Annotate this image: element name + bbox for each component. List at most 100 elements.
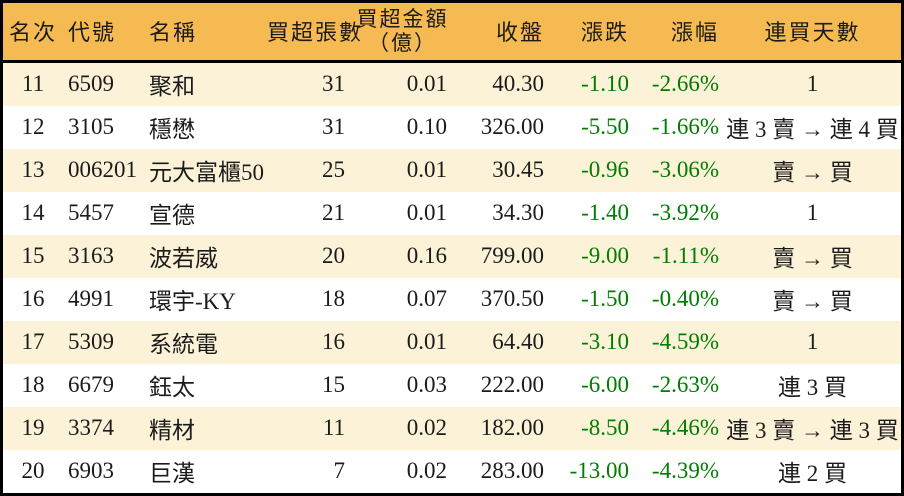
cell-change: -13.00 (569, 458, 629, 484)
cell-volume: 31 (322, 71, 345, 97)
column-header-change: 漲跌 (549, 3, 634, 63)
cell-streak: 賣 → 買 (772, 289, 853, 315)
header-row: 名次 代號 名稱 買超張數 買超金額 （億） 收盤 漲跌 漲幅 連買天數 (3, 3, 901, 63)
cell-change: -8.50 (581, 415, 629, 441)
cell-change: -9.00 (581, 243, 629, 269)
cell-amount: 0.03 (406, 372, 447, 398)
cell-name: 系統電 (149, 332, 218, 358)
cell-volume: 21 (322, 200, 345, 226)
cell-change: -3.10 (581, 329, 629, 355)
cell-rank: 12 (21, 114, 45, 140)
cell-code: 4991 (68, 286, 114, 312)
cell-rank: 19 (21, 415, 45, 441)
cell-code: 3163 (68, 243, 114, 269)
cell-code: 5309 (68, 329, 114, 355)
cell-name: 鈺太 (149, 375, 195, 401)
cell-volume: 25 (322, 157, 345, 183)
cell-close: 34.30 (492, 200, 544, 226)
cell-change: -5.50 (581, 114, 629, 140)
cell-volume: 31 (322, 114, 345, 140)
cell-change: -1.40 (581, 200, 629, 226)
table-row: 16 4991 環宇-KY 18 0.07 370.50 -1.50 -0.40% 賣 → 買 (3, 277, 901, 321)
cell-pct: -3.92% (651, 200, 719, 226)
cell-close: 30.45 (492, 157, 544, 183)
cell-volume: 11 (322, 415, 345, 441)
cell-change: -0.96 (581, 157, 629, 183)
cell-streak: 1 (806, 200, 819, 226)
cell-amount: 0.01 (406, 329, 447, 355)
cell-name: 元大富櫃50 (149, 160, 264, 186)
cell-pct: -0.40% (651, 286, 719, 312)
cell-streak: 賣 → 買 (772, 246, 853, 272)
column-header-streak: 連買天數 (724, 3, 901, 63)
table-row: 14 5457 宣德 21 0.01 34.30 -1.40 -3.92% 1 (3, 191, 901, 235)
column-header-amount: 買超金額 （億） (351, 3, 453, 63)
cell-pct: -4.39% (651, 458, 719, 484)
table-row: 13 006201 元大富櫃50 25 0.01 30.45 -0.96 -3.06% 賣 → … (3, 148, 901, 192)
cell-volume: 18 (322, 286, 345, 312)
cell-pct: -2.66% (651, 71, 719, 97)
table-row: 11 6509 聚和 31 0.01 40.30 -1.10 -2.66% 1 (3, 61, 901, 106)
cell-name: 巨漢 (149, 461, 195, 487)
cell-code: 6903 (68, 458, 114, 484)
column-header-close: 收盤 (453, 3, 549, 63)
cell-rank: 13 (21, 157, 45, 183)
cell-close: 182.00 (480, 415, 544, 441)
cell-volume: 16 (322, 329, 345, 355)
cell-name: 精材 (149, 418, 195, 444)
cell-close: 283.00 (480, 458, 544, 484)
cell-name: 穩懋 (149, 117, 195, 143)
column-header-rank: 名次 (3, 3, 63, 63)
cell-name: 波若威 (149, 246, 218, 272)
column-header-pct: 漲幅 (634, 3, 724, 63)
cell-name: 宣德 (149, 203, 195, 229)
cell-code: 3105 (68, 114, 114, 140)
cell-streak: 連 3 買 (778, 375, 847, 401)
cell-pct: -1.66% (651, 114, 719, 140)
cell-amount: 0.02 (406, 415, 447, 441)
cell-volume: 20 (322, 243, 345, 269)
cell-close: 326.00 (480, 114, 544, 140)
cell-change: -1.50 (581, 286, 629, 312)
cell-streak: 1 (806, 71, 819, 97)
table-row: 20 6903 巨漢 7 0.02 283.00 -13.00 -4.39% 連 2 買 (3, 449, 901, 493)
cell-rank: 16 (21, 286, 45, 312)
cell-streak: 連 2 買 (778, 461, 847, 487)
cell-streak: 賣 → 買 (772, 160, 853, 186)
table-row: 12 3105 穩懋 31 0.10 326.00 -5.50 -1.66% 連 3 賣 → 連… (3, 105, 901, 149)
cell-rank: 17 (21, 329, 45, 355)
cell-pct: -2.63% (651, 372, 719, 398)
cell-amount: 0.07 (406, 286, 447, 312)
table-row: 17 5309 系統電 16 0.01 64.40 -3.10 -4.59% 1 (3, 320, 901, 364)
cell-rank: 15 (21, 243, 45, 269)
cell-streak: 1 (806, 329, 819, 355)
cell-amount: 0.01 (406, 157, 447, 183)
cell-volume: 15 (322, 372, 345, 398)
cell-close: 370.50 (480, 286, 544, 312)
cell-pct: -1.11% (652, 243, 719, 269)
cell-name: 環宇-KY (149, 289, 236, 315)
table-row: 19 3374 精材 11 0.02 182.00 -8.50 -4.46% 連 3 賣 → 連… (3, 406, 901, 450)
cell-change: -1.10 (581, 71, 629, 97)
cell-streak: 連 3 賣 → 連 4 買 (726, 117, 899, 143)
column-header-volume: 買超張數 (266, 3, 361, 63)
cell-amount: 0.10 (406, 114, 447, 140)
cell-code: 5457 (68, 200, 114, 226)
cell-pct: -4.46% (651, 415, 719, 441)
cell-close: 222.00 (480, 372, 544, 398)
cell-code: 3374 (68, 415, 114, 441)
cell-pct: -4.59% (651, 329, 719, 355)
cell-code: 6679 (68, 372, 114, 398)
cell-code: 006201 (68, 157, 137, 183)
cell-close: 64.40 (492, 329, 544, 355)
cell-name: 聚和 (149, 74, 195, 100)
cell-rank: 18 (21, 372, 45, 398)
cell-amount: 0.16 (406, 243, 447, 269)
cell-close: 799.00 (480, 243, 544, 269)
column-header-code: 代號 (63, 3, 146, 63)
cell-amount: 0.02 (406, 458, 447, 484)
cell-change: -6.00 (581, 372, 629, 398)
table-row: 18 6679 鈺太 15 0.03 222.00 -6.00 -2.63% 連 3 買 (3, 363, 901, 407)
cell-code: 6509 (68, 71, 114, 97)
